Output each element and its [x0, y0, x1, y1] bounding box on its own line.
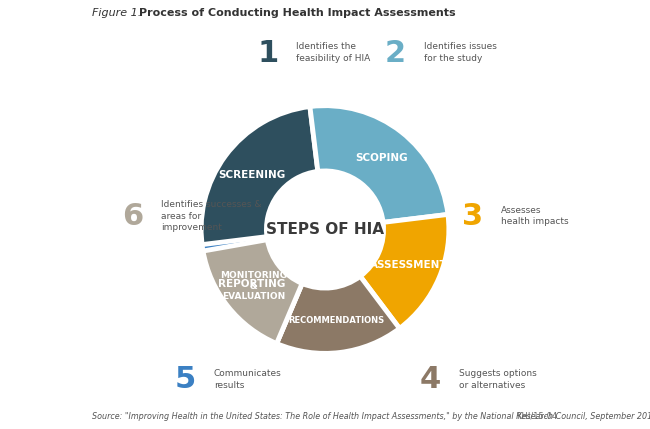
Text: 6: 6	[122, 202, 143, 230]
Text: Assesses
health impacts: Assesses health impacts	[500, 205, 568, 227]
Text: 2: 2	[385, 39, 406, 68]
Text: Process of Conducting Health Impact Assessments: Process of Conducting Health Impact Asse…	[139, 8, 456, 18]
Wedge shape	[360, 214, 449, 329]
Text: 5: 5	[175, 365, 196, 394]
Text: 4: 4	[420, 365, 441, 394]
Text: ASSESSMENT: ASSESSMENT	[370, 260, 448, 270]
Wedge shape	[277, 276, 400, 353]
Text: 1: 1	[257, 39, 278, 68]
Text: Communicates
results: Communicates results	[214, 369, 281, 390]
Text: Suggests options
or alternatives: Suggests options or alternatives	[460, 369, 537, 390]
Text: KHI/15-04: KHI/15-04	[517, 412, 558, 421]
Text: Figure 1.: Figure 1.	[92, 8, 142, 18]
Circle shape	[268, 172, 382, 287]
Wedge shape	[201, 106, 318, 251]
Text: Identifies the
feasibility of HIA: Identifies the feasibility of HIA	[296, 42, 370, 63]
Wedge shape	[202, 237, 302, 344]
Text: 3: 3	[462, 202, 483, 230]
Text: Identifies successes &
areas for
improvement: Identifies successes & areas for improve…	[161, 200, 262, 232]
Text: MONITORING
&
EVALUATION: MONITORING & EVALUATION	[220, 272, 287, 301]
Text: SCOPING: SCOPING	[355, 153, 408, 163]
Wedge shape	[310, 106, 448, 222]
Text: STEPS OF HIA: STEPS OF HIA	[266, 222, 384, 237]
Text: Source: "Improving Health in the United States: The Role of Health Impact Assess: Source: "Improving Health in the United …	[92, 412, 650, 421]
Wedge shape	[203, 240, 302, 344]
Text: Identifies issues
for the study: Identifies issues for the study	[424, 42, 497, 63]
Text: REPORTING: REPORTING	[218, 279, 286, 290]
Text: RECOMMENDATIONS: RECOMMENDATIONS	[288, 316, 384, 325]
Text: SCREENING: SCREENING	[218, 170, 285, 180]
